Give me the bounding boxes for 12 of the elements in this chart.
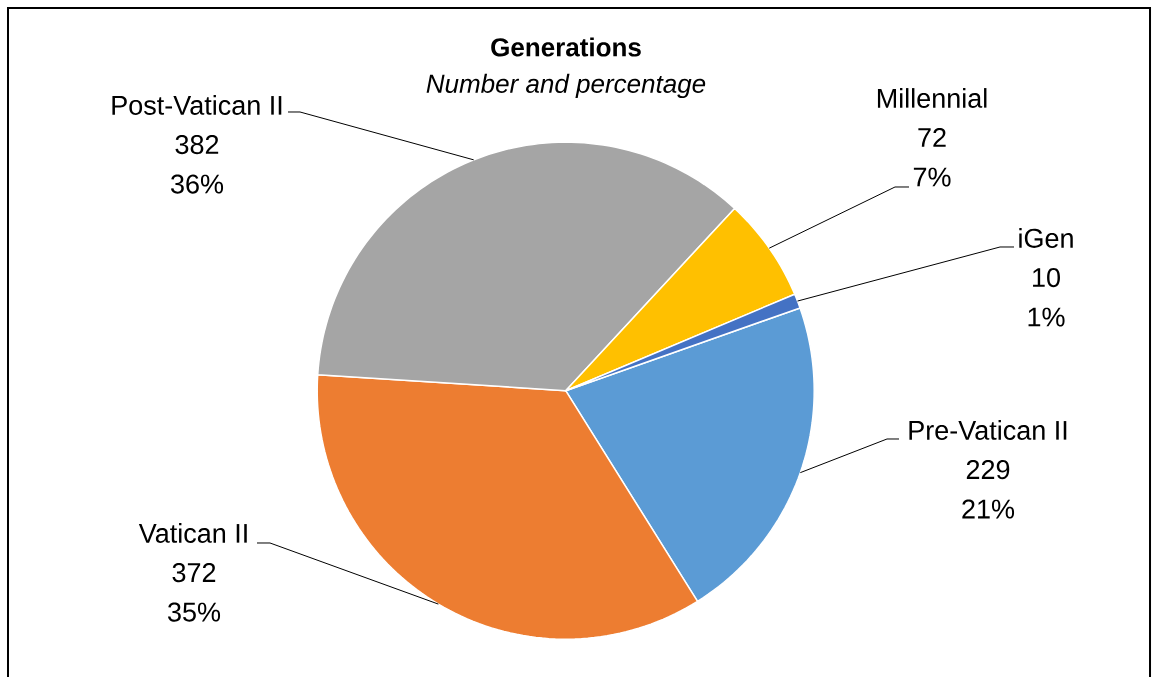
data-label: 372 35% [168,563,221,622]
chart-subtitle: Number and percentage [426,73,706,99]
data-label: 72 7% [913,128,951,187]
slice-label: Pre-Vatican II [909,420,1067,440]
slice-label: Millennial [877,88,987,108]
chart-title: Generations [491,37,641,57]
slice-label: Post-Vatican II [112,95,282,115]
slice-label: iGen [1019,228,1073,248]
data-label: 10 1% [1028,268,1065,327]
data-label: 229 21% [962,460,1015,519]
slice-label: Vatican II [138,523,247,543]
data-label: 382 36% [171,135,224,194]
